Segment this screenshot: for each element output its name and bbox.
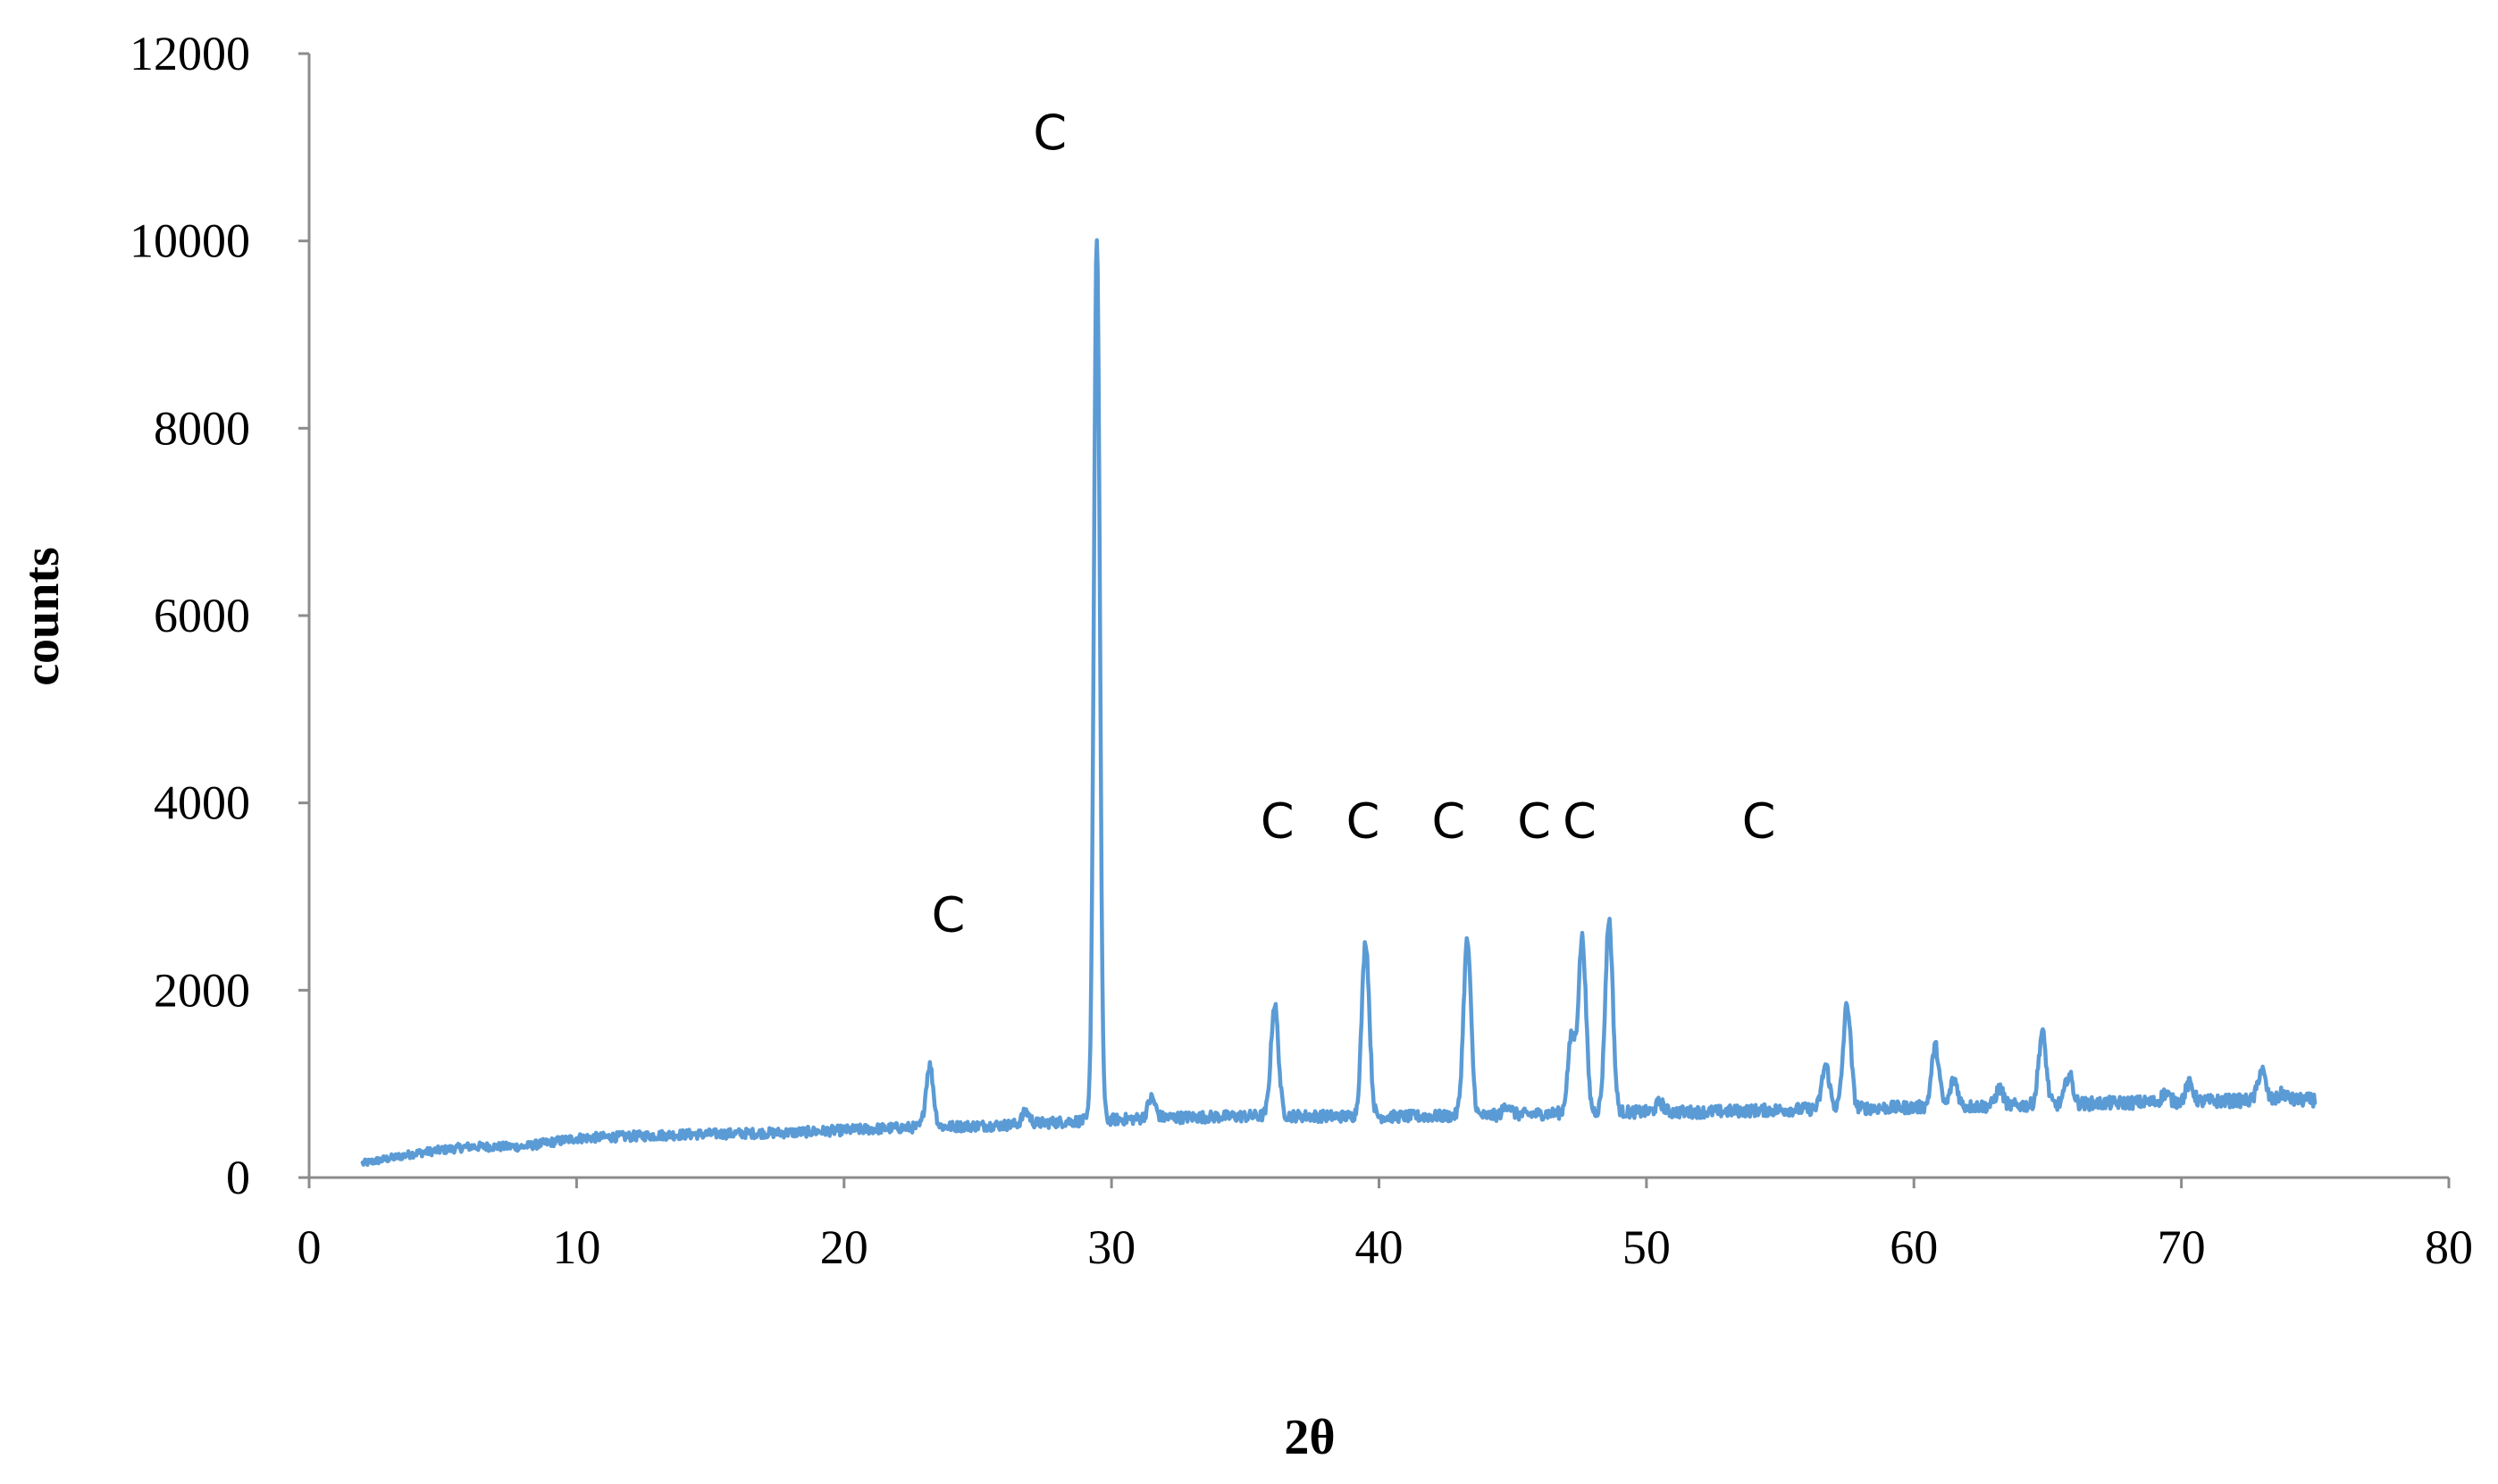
x-axis-ticks: 0 10 20 30 40 50 60 70 80 bbox=[298, 1178, 2473, 1274]
peak-label: C bbox=[1033, 105, 1067, 161]
peak-annotations: CCC C C C C C bbox=[932, 105, 1776, 943]
peak-label: C bbox=[1431, 792, 1465, 849]
x-tick-label: 60 bbox=[1890, 1220, 1938, 1274]
y-tick-label: 10000 bbox=[130, 214, 250, 268]
peak-label: C bbox=[1517, 792, 1551, 849]
y-tick-label: 2000 bbox=[154, 963, 250, 1017]
peak-label: C bbox=[1563, 792, 1597, 849]
x-tick-label: 80 bbox=[2425, 1220, 2473, 1274]
peak-label: C bbox=[932, 886, 966, 943]
y-axis-title: counts bbox=[14, 547, 70, 686]
x-tick-label: 30 bbox=[1087, 1220, 1136, 1274]
x-tick-label: 50 bbox=[1622, 1220, 1671, 1274]
y-tick-label: 6000 bbox=[154, 589, 250, 642]
y-tick-label: 0 bbox=[226, 1151, 250, 1204]
y-axis-ticks: 0 2000 4000 6000 8000 10000 12000 bbox=[130, 27, 309, 1204]
x-tick-label: 0 bbox=[298, 1220, 322, 1274]
series-group bbox=[360, 238, 2318, 1168]
x-tick-label: 70 bbox=[2158, 1220, 2206, 1274]
y-tick-label: 4000 bbox=[154, 776, 250, 830]
peak-label: C bbox=[1346, 792, 1380, 849]
y-tick-label: 8000 bbox=[154, 401, 250, 455]
x-tick-label: 40 bbox=[1355, 1220, 1404, 1274]
y-tick-label: 12000 bbox=[130, 27, 250, 80]
x-tick-label: 20 bbox=[820, 1220, 868, 1274]
x-tick-label: 10 bbox=[552, 1220, 600, 1274]
x-axis-title: 2θ bbox=[1284, 1410, 1335, 1465]
chart-axes bbox=[307, 54, 2449, 1179]
peak-label: C bbox=[1742, 792, 1776, 849]
xrd-series-line bbox=[360, 238, 2318, 1168]
peak-label: C bbox=[1261, 792, 1295, 849]
